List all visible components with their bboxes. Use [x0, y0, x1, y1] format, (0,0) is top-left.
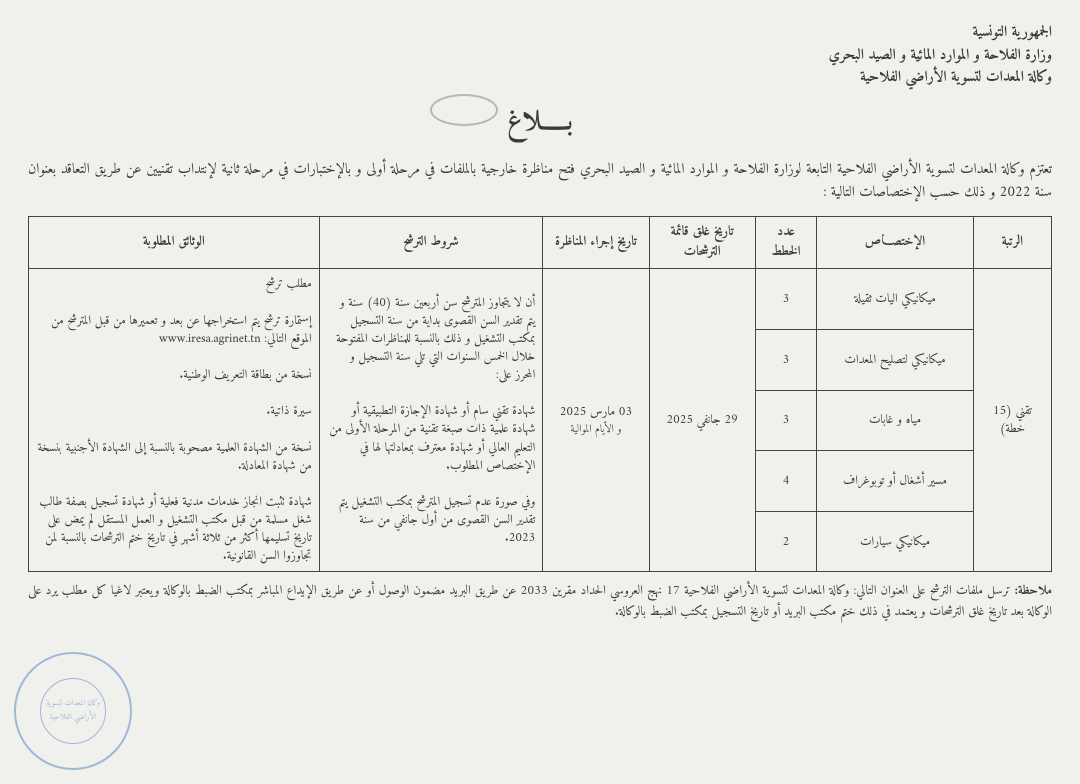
- table-row: تقني (15 خطة) ميكانيكي اليات ثقيلة 3 29 …: [29, 269, 1052, 330]
- cell-spec: ميكانيكي اليات ثقيلة: [817, 269, 974, 330]
- cell-count: 3: [755, 390, 816, 451]
- exam-date-main: 03 مارس 2025: [550, 403, 641, 421]
- th-cond: شروط الترشح: [319, 217, 543, 269]
- th-date: تاريخ إجراء المناظرة: [543, 217, 649, 269]
- positions-table: الرتبة الإختصـــاص عدد الخطط تاريخ غلق ق…: [28, 216, 1052, 572]
- cell-spec: مياه و غابات: [817, 390, 974, 451]
- th-docs: الوثائق المطلوبة: [29, 217, 320, 269]
- cell-count: 4: [755, 451, 816, 512]
- header-line-3: وكالة المعدات لتسوية الأراضي الفلاحية: [28, 67, 1052, 90]
- cell-conditions: أن لا يتجاوز المترشح سن أربعين سنة (40) …: [319, 269, 543, 572]
- th-grade: الرتبة: [973, 217, 1051, 269]
- oval-stamp-icon: [430, 94, 498, 126]
- cell-count: 3: [755, 330, 816, 391]
- note-label: ملاحظة:: [1015, 581, 1052, 603]
- ministry-header: الجمهورية التونسية وزارة الفلاحة و الموا…: [28, 22, 1052, 90]
- cell-spec: مسير أشغال أو توبوغراف: [817, 451, 974, 512]
- table-header-row: الرتبة الإختصـــاص عدد الخطط تاريخ غلق ق…: [29, 217, 1052, 269]
- seal-inner-text: وكالة المعدات لتسوية الأراضي الفلاحية: [40, 678, 106, 744]
- cell-exam-date: 03 مارس 2025 و الأيام الموالية: [543, 269, 649, 572]
- intro-paragraph: تعتزم وكالة المعدات لتسوية الأراضي الفلا…: [28, 159, 1052, 207]
- th-close: تاريخ غلق قائمة الترشحات: [649, 217, 755, 269]
- th-num: عدد الخطط: [755, 217, 816, 269]
- cell-count: 2: [755, 511, 816, 572]
- cell-count: 3: [755, 269, 816, 330]
- cell-documents: مطلب ترشح إستمارة ترشح يتم استخراجها عن …: [29, 269, 320, 572]
- exam-date-sub: و الأيام الموالية: [550, 422, 641, 438]
- cell-spec: ميكانيكي لتصليح المعدات: [817, 330, 974, 391]
- document-title: بـــــلاغ: [28, 98, 1052, 147]
- th-spec: الإختصـــاص: [817, 217, 974, 269]
- cell-spec: ميكانيكي سيارات: [817, 511, 974, 572]
- cell-grade: تقني (15 خطة): [973, 269, 1051, 572]
- note-text: ترسل ملفات الترشح على العنوان التالي: وك…: [28, 581, 1052, 623]
- circular-seal-icon: وكالة المعدات لتسوية الأراضي الفلاحية: [14, 652, 132, 770]
- footer-note: ملاحظة: ترسل ملفات الترشح على العنوان ال…: [28, 582, 1052, 623]
- cell-close-date: 29 جانفي 2025: [649, 269, 755, 572]
